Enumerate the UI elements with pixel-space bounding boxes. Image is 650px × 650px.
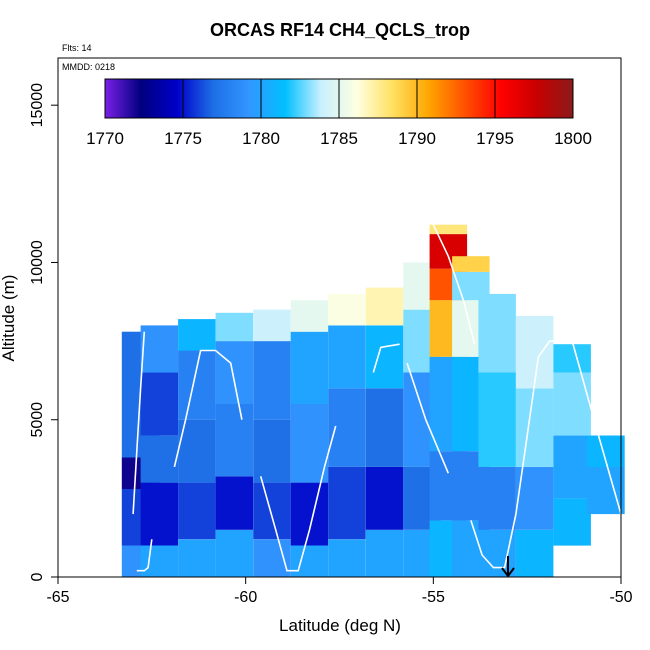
heatmap-cell <box>328 293 366 326</box>
colorbar-tick-label: 1795 <box>476 129 514 148</box>
heatmap-cell <box>178 319 216 351</box>
heatmap-cell <box>140 482 179 546</box>
heatmap-cell <box>365 287 404 326</box>
heatmap-cell <box>478 293 516 373</box>
down-arrow-icon <box>501 556 515 578</box>
heatmap-cell <box>553 435 591 499</box>
flight-track-segment <box>432 224 476 345</box>
colorbar-tick-label: 1770 <box>86 129 124 148</box>
heatmap-cell <box>515 466 554 530</box>
colorbar-tick-label: 1800 <box>554 129 592 148</box>
heatmap-cell <box>290 331 329 404</box>
flight-track-segment <box>136 539 153 572</box>
heatmap-cell <box>140 325 179 373</box>
colorbar-tick-label: 1790 <box>398 129 436 148</box>
flight-track-segment <box>259 425 337 572</box>
heatmap-cell <box>478 529 516 577</box>
heatmap-cell <box>515 315 554 389</box>
heatmap-cell <box>328 466 366 540</box>
heatmap-cell <box>215 529 254 577</box>
heatmap-cell <box>215 476 254 530</box>
heatmap-cell <box>178 350 216 420</box>
colorbar-tick-label: 1785 <box>320 129 358 148</box>
flight-track-segment <box>372 343 400 373</box>
heatmap-cell <box>140 435 179 483</box>
heatmap-cell <box>365 466 404 530</box>
y-axis-label: Altitude (m) <box>0 275 18 362</box>
heatmap-cell <box>365 325 404 389</box>
heatmap-cell <box>553 498 591 546</box>
heatmap-cell <box>140 545 179 577</box>
heatmap-cell <box>178 539 216 577</box>
heatmap-cell <box>365 388 404 467</box>
x-axis-label: Latitude (deg N) <box>279 616 401 635</box>
y-tick-label: 15000 <box>29 83 46 128</box>
heatmap-cell <box>140 372 179 436</box>
flight-track-segment <box>132 331 146 515</box>
heatmap-cell <box>178 419 216 483</box>
flight-track-segment <box>406 362 450 474</box>
flight-track-segment <box>173 349 243 468</box>
chart-title: ORCAS RF14 CH4_QCLS_trop <box>210 20 470 40</box>
heatmap-cell <box>478 372 516 467</box>
heatmap-cell <box>290 404 329 483</box>
heatmap-cell <box>328 388 366 467</box>
x-tick-label: -50 <box>609 589 632 606</box>
flight-track-segment <box>470 340 622 569</box>
heatmap-cell <box>253 341 291 420</box>
x-tick-label: -65 <box>46 589 69 606</box>
flights-note: Flts: 14 <box>62 43 92 53</box>
x-tick-label: -55 <box>422 589 445 606</box>
date-note: MMDD: 0218 <box>62 62 115 72</box>
heatmap-cell <box>365 529 404 577</box>
heatmap-cell <box>178 482 216 540</box>
heatmap-cell <box>429 224 468 235</box>
heatmap-cell <box>253 482 291 540</box>
heatmap-cell <box>553 344 591 373</box>
heatmap-cell <box>290 300 329 332</box>
x-axis: -65 -60 -55 -50 <box>46 577 633 606</box>
heatmap-cell <box>253 309 291 342</box>
plot-frame <box>57 57 622 578</box>
colorbar-tick-label: 1775 <box>164 129 202 148</box>
heatmap-cell <box>215 404 254 477</box>
heatmap-cell <box>478 466 516 530</box>
y-tick-label: 0 <box>29 572 46 581</box>
heatmap-cell <box>452 256 490 272</box>
heatmap-cell <box>290 482 329 546</box>
heatmap-cell <box>515 529 554 577</box>
heatmap-cell <box>328 325 366 389</box>
x-tick-label: -60 <box>234 589 257 606</box>
flight-track <box>132 224 622 572</box>
heatmap-cell <box>515 388 554 467</box>
heatmap-cell <box>553 372 591 436</box>
heatmap-cell <box>290 545 329 577</box>
heatmap-cell <box>328 539 366 577</box>
heatmap-cell <box>253 539 291 577</box>
y-tick-label: 10000 <box>29 240 46 285</box>
colorbar: 1770 1775 1780 1785 1790 1795 1800 <box>86 78 592 148</box>
y-axis: 0 5000 10000 15000 <box>29 83 58 581</box>
colorbar-tick-label: 1780 <box>242 129 280 148</box>
heatmap-cell <box>253 419 291 483</box>
y-tick-label: 5000 <box>29 402 46 438</box>
heatmap-cells <box>121 224 625 577</box>
heatmap-cell <box>215 341 254 404</box>
heatmap-cell <box>215 312 254 342</box>
